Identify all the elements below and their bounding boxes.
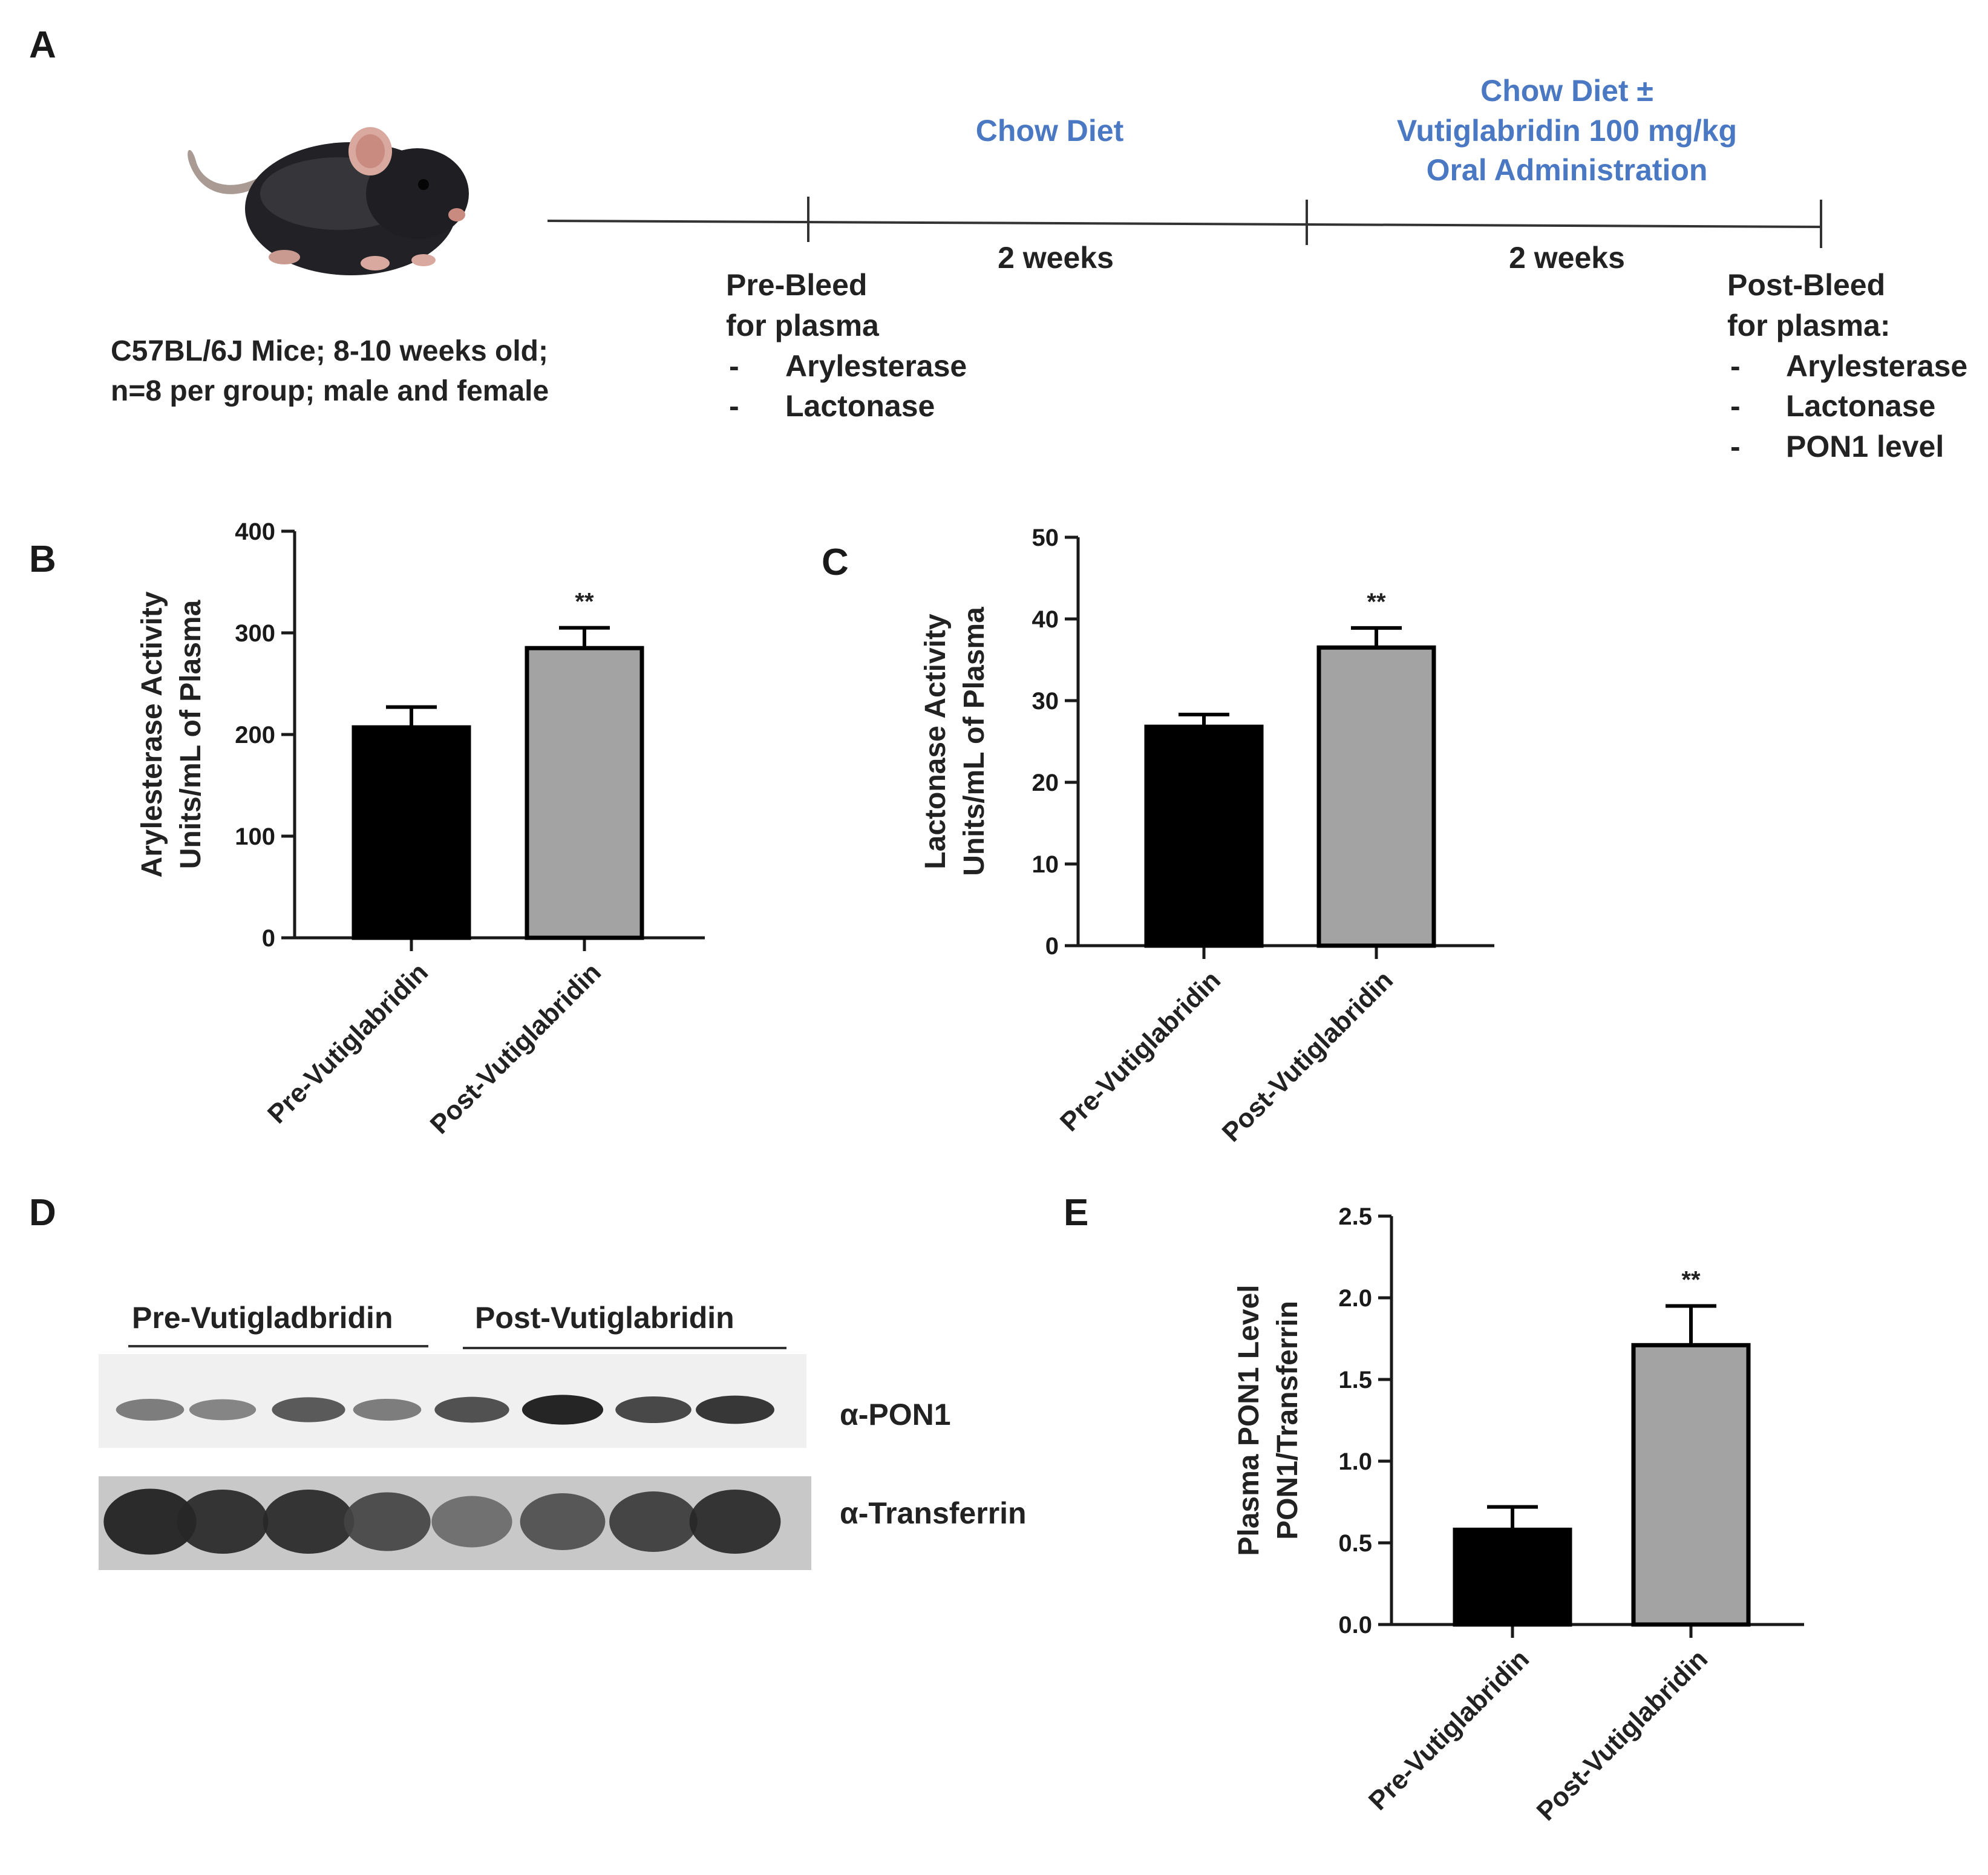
y-tick-label: 400 — [235, 519, 275, 545]
category-label: Post-Vutiglabridin — [425, 957, 607, 1139]
post-bleed-dash-3: - — [1730, 430, 1741, 463]
transferrin-row-label: α-Transferrin — [840, 1496, 1027, 1530]
blot-band — [689, 1490, 781, 1554]
y-axis-label: Units/mL of Plasma — [175, 600, 207, 869]
y-tick-label: 0.5 — [1338, 1530, 1372, 1557]
panel-c: C 0 10 20 30 40 50 Lactonase Activity Units/mL … — [822, 525, 1494, 1148]
category-label: Post-Vutiglabridin — [1217, 965, 1399, 1147]
y-tick-label: 1.5 — [1338, 1367, 1372, 1393]
blot-group2-label: Post-Vutiglabridin — [475, 1301, 734, 1335]
chart-c: 0 10 20 30 40 50 Lactonase Activity Units/mL of… — [920, 525, 1494, 1148]
post-bleed-title-line2: for plasma: — [1727, 309, 1891, 342]
blot-band — [189, 1399, 257, 1421]
panel-b-letter: B — [29, 538, 56, 580]
mouse-illustration — [188, 127, 469, 275]
bar — [525, 646, 644, 940]
duration2-label: 2 weeks — [1509, 241, 1625, 275]
blot-band — [522, 1395, 604, 1425]
y-tick-label: 40 — [1032, 606, 1059, 633]
y-tick-label: 0.0 — [1338, 1612, 1372, 1638]
post-bleed-item-1: Arylesterase — [1786, 349, 1967, 383]
bar — [1631, 1343, 1751, 1627]
panel-a-letter: A — [29, 24, 56, 66]
blot-group1-label: Pre-Vutigladbridin — [132, 1301, 393, 1335]
y-tick-label: 2.0 — [1338, 1285, 1372, 1312]
blot-band — [103, 1488, 197, 1555]
y-tick-label: 2.5 — [1338, 1203, 1372, 1230]
y-tick-label: 50 — [1032, 525, 1059, 551]
chart-e: 0.0 0.5 1.0 1.5 2.0 2.5 Plasma PON1 Level PON1/… — [1233, 1203, 1804, 1827]
bar — [1144, 724, 1264, 948]
phase2-label-line1: Chow Diet ± — [1480, 74, 1653, 108]
blot-band — [116, 1398, 185, 1421]
transferrin-bands — [103, 1488, 781, 1555]
blot-band — [520, 1493, 606, 1550]
post-bleed-item-3: PON1 level — [1786, 430, 1944, 463]
y-axis-label: Arylesterase Activity — [136, 591, 168, 877]
pre-bleed-item-2: Lactonase — [785, 389, 935, 423]
panel-d-letter: D — [29, 1192, 56, 1234]
pre-bleed-title-line1: Pre-Bleed — [726, 268, 867, 302]
phase1-label: Chow Diet — [976, 114, 1124, 148]
blot-band — [272, 1397, 345, 1422]
significance-marker: ** — [1681, 1267, 1701, 1294]
blot-band — [615, 1396, 692, 1423]
bar — [1316, 645, 1436, 948]
y-axis-label: Plasma PON1 Level — [1233, 1284, 1265, 1556]
y-axis-label: PON1/Transferrin — [1272, 1301, 1304, 1540]
y-tick-label: 30 — [1032, 688, 1059, 715]
category-label: Post-Vutiglabridin — [1531, 1644, 1713, 1826]
mouse-caption-line2: n=8 per group; male and female — [111, 375, 549, 407]
y-tick-label: 300 — [235, 620, 275, 647]
blot-band — [434, 1396, 509, 1423]
phase2-label-line2: Vutiglabridin 100 mg/kg — [1397, 114, 1737, 148]
duration1-label: 2 weeks — [998, 241, 1114, 275]
blot-band — [177, 1490, 269, 1554]
post-bleed-item-2: Lactonase — [1786, 389, 1935, 423]
panel-b: B 0 100 200 300 400 Arylesterase Activity Unit… — [29, 519, 705, 1140]
y-tick-label: 0 — [262, 925, 275, 952]
pre-bleed-dash-1: - — [729, 349, 739, 383]
bar — [1453, 1527, 1572, 1627]
y-tick-label: 0 — [1045, 933, 1059, 960]
y-tick-label: 100 — [235, 823, 275, 850]
panel-d: D Pre-Vutigladbridin Post-Vutiglabridin … — [29, 1192, 1027, 1570]
category-label: Pre-Vutiglabridin — [1363, 1644, 1535, 1816]
phase2-label-line3: Oral Administration — [1427, 153, 1708, 187]
y-tick-label: 20 — [1032, 770, 1059, 796]
panel-e-letter: E — [1064, 1192, 1088, 1234]
blot-band — [696, 1395, 774, 1424]
category-label: Pre-Vutiglabridin — [262, 957, 434, 1129]
blot-band — [609, 1491, 698, 1552]
pre-bleed-item-1: Arylesterase — [785, 349, 967, 383]
chart-b: 0 100 200 300 400 Arylesterase Activity Units/… — [136, 519, 705, 1140]
timeline — [547, 197, 1822, 248]
blot-band — [431, 1496, 512, 1548]
blot-band — [353, 1398, 422, 1421]
y-axis-label: Lactonase Activity — [920, 614, 952, 869]
panel-a: A C57BL/6J Mice; 8-10 weeks old; n=8 per… — [29, 24, 1967, 463]
category-label: Pre-Vutiglabridin — [1054, 965, 1226, 1137]
y-axis-label: Units/mL of Plasma — [958, 607, 990, 876]
pon1-row-label: α-PON1 — [840, 1398, 951, 1432]
blot-band — [263, 1490, 355, 1554]
y-tick-label: 10 — [1032, 851, 1059, 878]
bar — [351, 725, 471, 940]
post-bleed-title-line1: Post-Bleed — [1727, 268, 1885, 302]
post-bleed-dash-2: - — [1730, 389, 1741, 423]
post-bleed-dash-1: - — [1730, 349, 1741, 383]
pre-bleed-dash-2: - — [729, 389, 739, 423]
y-tick-label: 1.0 — [1338, 1448, 1372, 1475]
significance-marker: ** — [575, 589, 594, 615]
panel-e: E 0.0 0.5 1.0 1.5 2.0 2.5 Plasma PON1 Level PON… — [1064, 1192, 1804, 1827]
pre-bleed-title-line2: for plasma — [726, 309, 880, 342]
significance-marker: ** — [1367, 589, 1386, 615]
mouse-caption-line1: C57BL/6J Mice; 8-10 weeks old; — [111, 335, 548, 367]
pon1-bands — [116, 1395, 774, 1425]
panel-c-letter: C — [822, 542, 849, 583]
blot-band — [344, 1492, 431, 1551]
y-tick-label: 200 — [235, 722, 275, 748]
